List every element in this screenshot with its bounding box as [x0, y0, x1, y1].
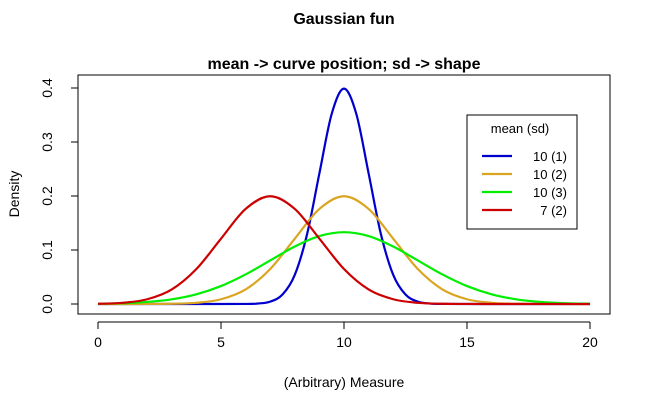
legend: mean (sd) 10 (1) 10 (2) 10 (3) 7 (2) [466, 114, 578, 230]
y-tick-label: 0.4 [39, 78, 55, 98]
y-tick-label: 0.2 [39, 186, 55, 206]
y-tick-label: 0.0 [39, 294, 55, 314]
y-tick-label: 0.1 [39, 240, 55, 260]
x-axis: 0 5 10 15 20 [94, 321, 598, 350]
series-line-3 [97, 231, 591, 305]
y-tick-label: 0.3 [39, 132, 55, 152]
x-axis-label: (Arbitrary) Measure [284, 374, 405, 390]
x-tick-label: 5 [217, 334, 225, 350]
chart-subtitle: mean -> curve position; sd -> shape [208, 56, 481, 73]
series-lines [97, 87, 591, 306]
y-axis: 0.0 0.1 0.2 0.3 0.4 [39, 78, 79, 314]
legend-label-2: 10 (2) [533, 167, 567, 182]
x-tick-label: 20 [582, 334, 598, 350]
legend-label-3: 10 (3) [533, 185, 567, 200]
x-tick-label: 15 [459, 334, 475, 350]
chart-title: Gaussian fun [293, 11, 394, 28]
legend-label-4: 7 (2) [540, 203, 567, 218]
legend-title: mean (sd) [491, 121, 550, 136]
x-tick-label: 0 [94, 334, 102, 350]
legend-entries: 10 (1) 10 (2) 10 (3) 7 (2) [482, 149, 567, 218]
x-tick-label: 10 [336, 334, 352, 350]
y-axis-label: Density [6, 171, 22, 218]
series-line-4 [97, 195, 590, 306]
legend-label-1: 10 (1) [533, 149, 567, 164]
